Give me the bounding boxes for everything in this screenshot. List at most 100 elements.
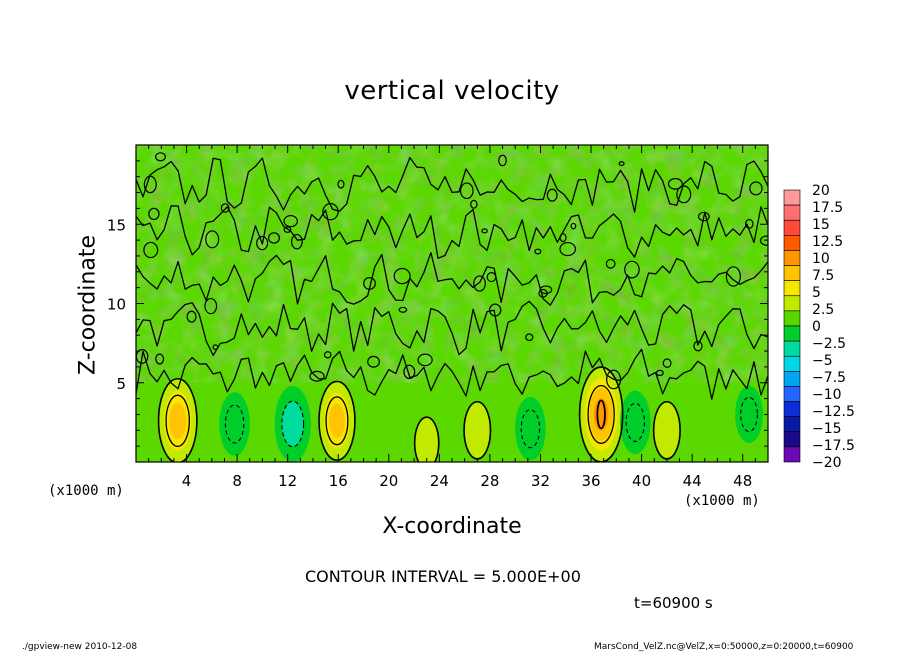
contour-loop bbox=[488, 303, 502, 317]
contour-loop bbox=[605, 258, 616, 269]
contour-loop bbox=[473, 275, 486, 292]
colorbar-label: 20 bbox=[812, 183, 830, 199]
contour-loop bbox=[749, 181, 763, 196]
colorbar-swatch bbox=[783, 310, 801, 327]
contour-line bbox=[165, 394, 190, 447]
contour-loop bbox=[309, 370, 325, 382]
upper-field-texture bbox=[136, 145, 768, 383]
contour-line-zero bbox=[136, 300, 768, 357]
y-tick-label: 10 bbox=[107, 296, 126, 314]
colorbar-label: 17.5 bbox=[812, 200, 843, 216]
contour-loop bbox=[212, 344, 219, 351]
contour-loop bbox=[525, 333, 534, 342]
colorbar-swatch bbox=[783, 250, 801, 266]
colorbar-label: −5 bbox=[812, 353, 833, 369]
contour-line-negative bbox=[281, 400, 305, 448]
contour-line-negative bbox=[520, 409, 541, 449]
colorbar-label: −12.5 bbox=[812, 404, 855, 420]
colorbar-label: 12.5 bbox=[812, 234, 843, 250]
updraft-cell-3 bbox=[593, 398, 609, 431]
contour-line bbox=[325, 396, 349, 446]
colorbar-label: −17.5 bbox=[812, 438, 855, 454]
colorbar-swatch bbox=[783, 189, 801, 206]
colorbar-label: 10 bbox=[812, 251, 830, 267]
contour-loop bbox=[322, 203, 339, 221]
x-tick-label: 20 bbox=[379, 472, 398, 490]
contour-loop bbox=[337, 179, 345, 189]
contour-line-zero bbox=[136, 348, 768, 400]
contour-line bbox=[587, 384, 615, 444]
contour-line bbox=[318, 380, 356, 461]
contour-line-zero bbox=[136, 156, 768, 213]
contour-loop bbox=[143, 175, 157, 194]
updraft-cell-2 bbox=[329, 403, 345, 438]
contour-loop bbox=[283, 226, 292, 233]
contour-loop bbox=[398, 306, 408, 313]
colorbar-label: 2.5 bbox=[812, 302, 834, 318]
contour-line bbox=[596, 399, 606, 430]
contour-loop bbox=[624, 260, 640, 279]
contour-loop bbox=[267, 232, 280, 244]
contour-loop bbox=[662, 358, 672, 368]
contour-line bbox=[157, 377, 198, 462]
x-tick-label: 44 bbox=[683, 472, 702, 490]
contour-loop bbox=[676, 185, 692, 204]
y-axis-label: Z-coordinate bbox=[75, 235, 101, 375]
x-tick-label: 24 bbox=[430, 472, 449, 490]
contour-loop bbox=[155, 152, 166, 162]
contour-loop bbox=[498, 154, 507, 167]
contour-loop bbox=[204, 297, 218, 315]
contour-loop bbox=[725, 266, 741, 287]
colorbar-label: 7.5 bbox=[812, 268, 834, 284]
contour-loop bbox=[363, 277, 376, 290]
colorbar-swatch bbox=[783, 325, 801, 342]
colorbar-swatch bbox=[783, 416, 801, 433]
contour-loop bbox=[559, 241, 577, 257]
x-tick-label: 28 bbox=[480, 472, 499, 490]
contour-loop bbox=[283, 214, 298, 228]
updraft-cell-1 bbox=[169, 402, 187, 440]
contour-loop bbox=[470, 199, 478, 209]
colorbar-label: −10 bbox=[812, 387, 842, 403]
x-tick-label: 32 bbox=[531, 472, 550, 490]
contour-loop bbox=[323, 351, 332, 359]
downdraft-cell-5 bbox=[735, 385, 763, 443]
x-tick-label: 48 bbox=[733, 472, 752, 490]
contour-loop bbox=[459, 182, 474, 200]
contour-loop bbox=[393, 267, 411, 285]
contour-loop bbox=[759, 235, 768, 246]
colorbar-label: 15 bbox=[812, 217, 830, 233]
x-tick-label: 36 bbox=[581, 472, 600, 490]
contour-loop bbox=[486, 272, 497, 283]
contour-loop bbox=[367, 355, 380, 368]
contour-loop bbox=[618, 161, 625, 166]
colorbar-label: −7.5 bbox=[812, 370, 846, 386]
contour-line-negative bbox=[625, 402, 646, 442]
colorbar-swatch bbox=[783, 371, 801, 387]
contour-loop bbox=[220, 203, 230, 213]
colorbar-swatch bbox=[783, 265, 801, 281]
x-tick-label: 4 bbox=[182, 472, 192, 490]
colorbar-swatch bbox=[783, 340, 801, 357]
x-axis-label: X-coordinate bbox=[382, 514, 522, 539]
contour-loop bbox=[290, 233, 303, 250]
x-tick-label: 12 bbox=[278, 472, 297, 490]
contour-loop bbox=[481, 228, 488, 234]
y-tick-label: 15 bbox=[107, 216, 126, 234]
colorbar-swatch bbox=[783, 295, 801, 312]
contour-line-zero bbox=[136, 252, 768, 306]
colorbar-swatch bbox=[783, 204, 801, 221]
footer-right: MarsCond_VelZ.nc@VelZ,x=0:50000,z=0:2000… bbox=[594, 642, 854, 652]
colorbar-swatch bbox=[783, 386, 801, 402]
downdraft-cell-3 bbox=[515, 397, 546, 461]
contour-loop bbox=[546, 188, 558, 202]
colorbar-label: 5 bbox=[812, 285, 821, 301]
colorbar-swatch bbox=[783, 446, 801, 463]
contour-loop bbox=[744, 218, 754, 229]
downdraft-cell-4 bbox=[619, 390, 651, 455]
colorbar-label: −15 bbox=[812, 421, 842, 437]
contour-loop bbox=[539, 285, 553, 295]
x-tick-label: 8 bbox=[232, 472, 242, 490]
contour-loop bbox=[256, 235, 269, 251]
colorbar-swatch bbox=[783, 431, 801, 448]
